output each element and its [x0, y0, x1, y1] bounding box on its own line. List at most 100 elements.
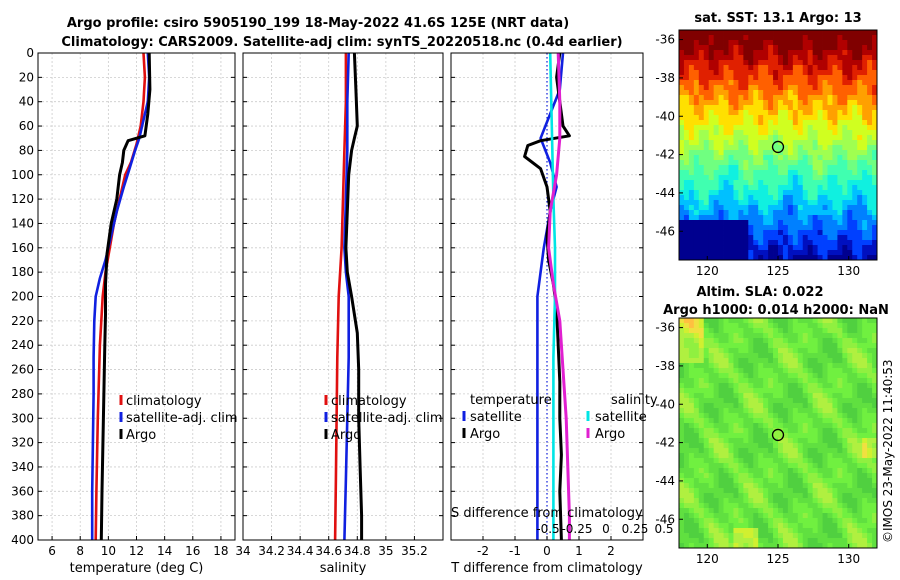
map-cell: [847, 478, 853, 484]
map-cell: [802, 413, 809, 419]
map-cell: [807, 488, 814, 494]
map-cell: [812, 180, 818, 186]
map-cell: [768, 348, 774, 354]
map-cell: [802, 423, 809, 429]
map-cell: [787, 458, 794, 464]
map-cell: [812, 160, 818, 166]
map-cell: [778, 210, 784, 216]
map-cell: [763, 363, 769, 369]
map-cell: [698, 35, 705, 41]
map-cell: [698, 508, 705, 514]
map-cell: [743, 105, 749, 111]
map-cell: [847, 458, 853, 464]
map-cell: [872, 85, 878, 91]
map-cell: [778, 110, 784, 116]
y-tick-label: 180: [11, 265, 34, 279]
map-cell: [842, 185, 848, 191]
map-cell: [773, 55, 779, 61]
map-cell: [837, 130, 843, 136]
map-cell: [797, 408, 804, 414]
map-cell: [792, 393, 799, 399]
map-cell: [698, 235, 705, 241]
map-cell: [778, 130, 784, 136]
map-cell: [792, 75, 799, 81]
map-cell: [832, 323, 838, 329]
map-cell: [787, 348, 794, 354]
map-cell: [807, 508, 814, 514]
map-cell: [852, 160, 858, 166]
map-cell: [683, 150, 690, 156]
map-cell: [708, 328, 715, 334]
map-cell: [842, 85, 848, 91]
map-cell: [753, 215, 759, 221]
map-cell: [698, 388, 705, 394]
map-cell: [738, 533, 744, 539]
map-cell: [792, 363, 799, 369]
map-cell: [817, 348, 823, 354]
map-cell: [713, 225, 719, 231]
map-cell: [857, 423, 863, 429]
map-cell: [683, 343, 690, 349]
map-cell: [832, 448, 838, 454]
map-cell: [842, 90, 848, 96]
map-cell: [852, 333, 858, 339]
map-cell: [782, 438, 789, 444]
map-cell: [817, 85, 823, 91]
map-cell: [792, 185, 799, 191]
map-cell: [748, 488, 754, 494]
map-cell: [708, 473, 715, 479]
map-cell: [812, 40, 818, 46]
map-cell: [773, 35, 779, 41]
map-cell: [827, 240, 833, 246]
map-cell: [782, 50, 789, 56]
map-cell: [718, 105, 724, 111]
map-cell: [773, 100, 779, 106]
map-cell: [708, 65, 715, 71]
map-cell: [723, 225, 729, 231]
map-cell: [758, 408, 764, 414]
map-cell: [758, 145, 764, 151]
map-cell: [852, 175, 858, 181]
map-cell: [713, 388, 719, 394]
map-cell: [847, 35, 853, 41]
map-cell: [857, 245, 863, 251]
map-cell: [748, 458, 754, 464]
map-cell: [837, 528, 843, 534]
map-cell: [847, 438, 853, 444]
map-cell: [857, 488, 863, 494]
map-cell: [872, 348, 878, 354]
map-cell: [842, 463, 848, 469]
map-cell: [723, 473, 729, 479]
map-cell: [847, 333, 853, 339]
map-cell: [773, 488, 779, 494]
x-tick-label: 34.8: [344, 544, 371, 558]
map-cell: [827, 358, 833, 364]
map-cell: [837, 125, 843, 131]
map-cell: [862, 190, 868, 196]
watermark-container: ©IMOS 23-May-2022 11:40:53: [881, 359, 895, 543]
map-cell: [812, 383, 818, 389]
map-cell: [862, 518, 868, 524]
map-cell: [782, 353, 789, 359]
map-cell: [837, 165, 843, 171]
map-cell: [872, 75, 878, 81]
map-cell: [688, 503, 695, 509]
map-cell: [758, 463, 764, 469]
map-cell: [802, 528, 809, 534]
map-cell: [688, 518, 695, 524]
map-cell: [787, 70, 794, 76]
map-cell: [703, 498, 710, 504]
map-cell: [857, 65, 863, 71]
map-cell: [718, 523, 724, 529]
map-cell: [713, 230, 719, 236]
map-cell: [758, 55, 764, 61]
map-cell: [748, 165, 754, 171]
map-cell: [743, 80, 749, 86]
map-cell: [822, 115, 828, 121]
map-cell: [872, 140, 878, 146]
y-tick-label: 40: [19, 95, 34, 109]
map-cell: [763, 120, 769, 126]
map-cell: [698, 433, 705, 439]
map-cell: [703, 493, 710, 499]
map-cell: [713, 140, 719, 146]
